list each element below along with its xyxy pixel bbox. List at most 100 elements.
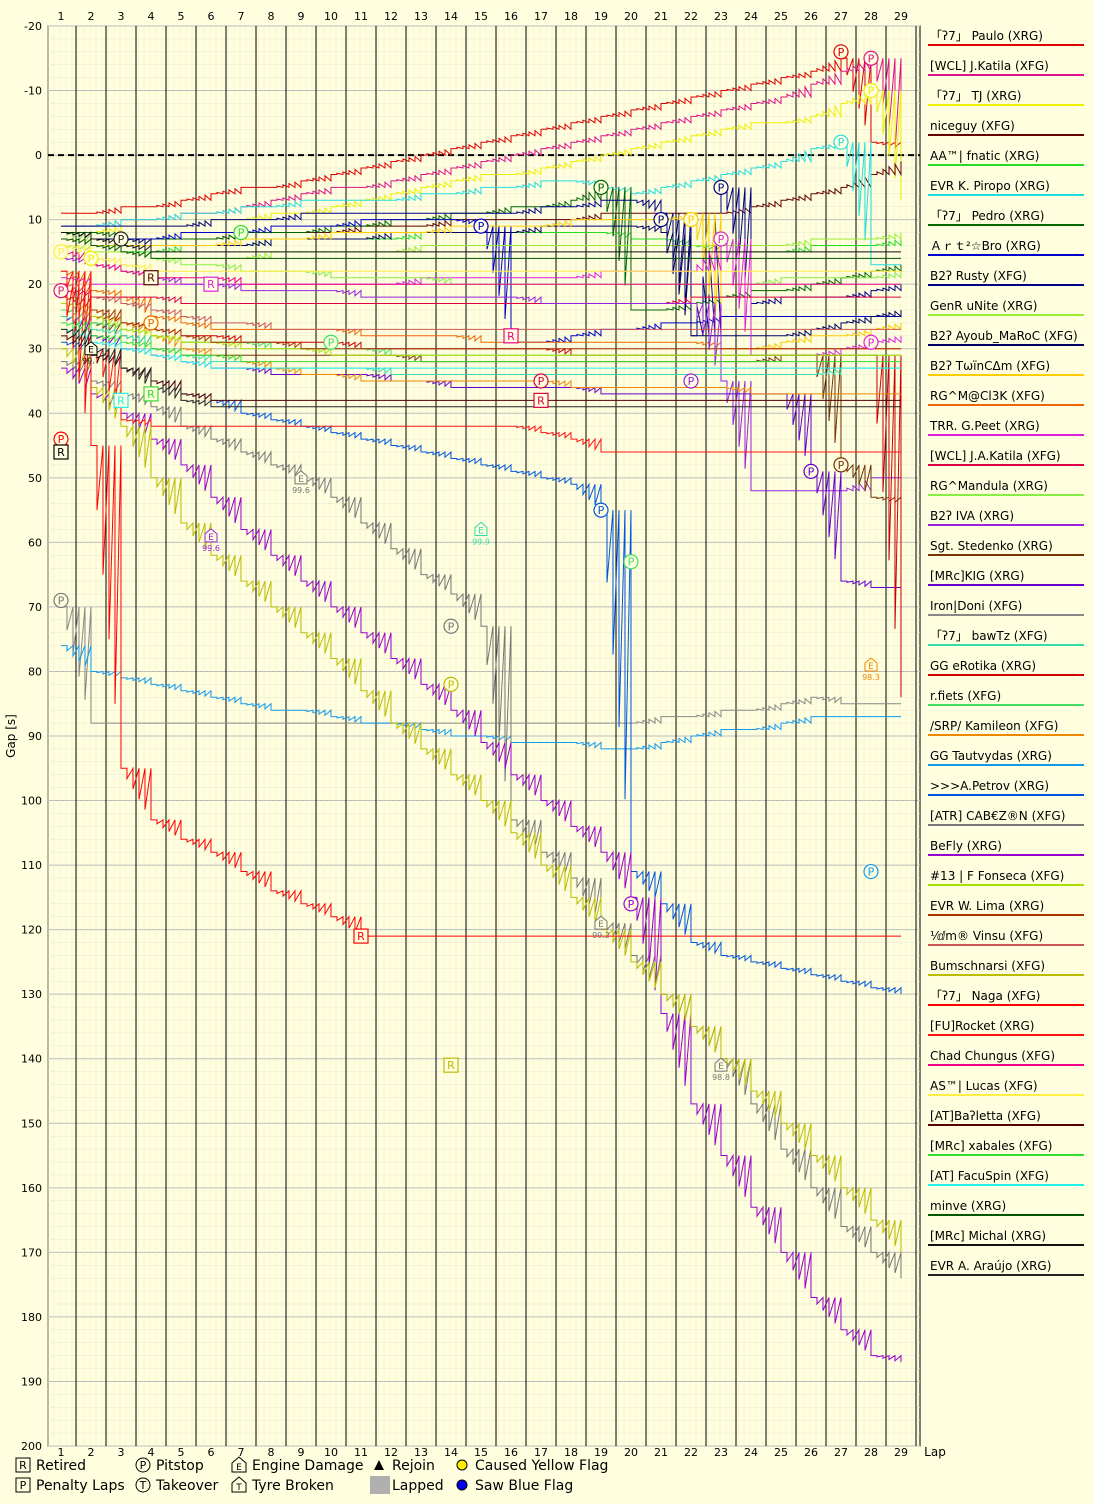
series-line-14 [60, 289, 901, 305]
retired-marker-label: R [117, 394, 125, 407]
legend-symbol-house [231, 1456, 247, 1473]
lap-tick-bottom: 25 [774, 1446, 788, 1459]
pitstop-marker-label: P [478, 220, 485, 233]
series-line-23 [60, 295, 901, 395]
pitstop-marker [833, 44, 849, 60]
pitstop-marker [323, 334, 339, 350]
lap-tick-bottom: 16 [504, 1446, 518, 1459]
engine-damage-marker [864, 657, 878, 672]
legend-entry-name: [ATR] CAB€Z®N (XFG) [930, 809, 1065, 823]
legend-entry-name: EVR A. Araújo (XRG) [930, 1259, 1051, 1273]
legend-label: Penalty Laps [36, 1478, 125, 1494]
lap-tick-top: 27 [834, 10, 848, 23]
retired-marker-label: R [147, 388, 155, 401]
lap-tick-top: 12 [384, 10, 398, 23]
engine-damage-marker [294, 470, 308, 485]
lap-tick-top: 28 [864, 10, 878, 23]
pitstop-marker [443, 618, 459, 634]
legend-entry-name: [AT]Baʔletta (XFG) [930, 1109, 1041, 1123]
legend-symbol-lapped [370, 1476, 390, 1494]
engine-damage-marker-label: E [718, 1062, 724, 1072]
x-axis-label: Lap [924, 1445, 946, 1459]
retired-marker [203, 276, 219, 292]
pitstop-marker-label: P [58, 594, 65, 607]
y-tick-label: 190 [21, 1375, 42, 1388]
lap-tick-bottom: 23 [714, 1446, 728, 1459]
pitstop-marker [533, 373, 549, 389]
lap-tick-bottom: 1 [58, 1446, 65, 1459]
pitstop-marker [233, 224, 249, 241]
pitstop-marker [443, 676, 459, 692]
pitstop-marker [683, 373, 699, 389]
legend-label: Tyre Broken [251, 1478, 334, 1494]
lap-tick-bottom: 11 [354, 1446, 368, 1459]
retired-marker-label: R [207, 278, 215, 291]
legend-entry-name: Sgt. Stedenko (XRG) [930, 539, 1053, 553]
legend-entry-name: B2ʔ Rusty (XFG) [930, 269, 1027, 283]
legend-entry-name: 「ʔ7」 TJ (XRG) [930, 89, 1021, 103]
lap-tick-bottom: 10 [324, 1446, 338, 1459]
lap-tick-top: 8 [268, 10, 275, 23]
legend-entry-name: 「ʔ7」 bawTz (XFG) [930, 629, 1048, 643]
lap-tick-bottom: 21 [654, 1446, 668, 1459]
pitstop-marker-label: P [718, 181, 725, 194]
lap-tick-top: 17 [534, 10, 548, 23]
legend-entry-name: Chad Chungus (XFG) [930, 1049, 1055, 1063]
pitstop-marker-label: P [598, 504, 605, 517]
y-tick-label: 140 [21, 1053, 42, 1066]
y-tick-label: 80 [28, 665, 42, 678]
legend-entry-name: >>>A.Petrov (XRG) [930, 779, 1049, 793]
pitstop-marker-label: P [838, 459, 845, 472]
legend-entry-name: [FU]Rocket (XRG) [930, 1019, 1034, 1033]
legend-entry-name: #13 | F Fonseca (XFG) [930, 869, 1064, 883]
lap-tick-bottom: 22 [684, 1446, 698, 1459]
pitstop-marker [53, 283, 69, 299]
pitstop-marker [863, 82, 879, 99]
series-line-34 [60, 250, 901, 285]
legend-entry-name: niceguy (XFG) [930, 119, 1015, 133]
series-line-39 [61, 237, 901, 259]
lap-tick-bottom: 27 [834, 1446, 848, 1459]
legend-label: Saw Blue Flag [475, 1478, 573, 1494]
pitstop-marker [713, 231, 729, 247]
engine-damage-marker [474, 521, 488, 536]
pitstop-marker [593, 502, 609, 518]
retired-marker-label: R [57, 446, 65, 459]
lap-tick-bottom: 13 [414, 1446, 428, 1459]
legend-entry-name: minve (XRG) [930, 1199, 1006, 1213]
legend-label: Takeover [155, 1478, 218, 1494]
pitstop-marker [863, 334, 879, 350]
legend-symbol-letter: E [236, 1463, 242, 1473]
lap-tick-top: 25 [774, 10, 788, 23]
y-tick-label: 110 [21, 859, 42, 872]
pitstop-marker [53, 244, 69, 260]
series-line-33 [60, 270, 901, 453]
series-line-19 [60, 606, 901, 725]
legend-label: Pitstop [156, 1458, 204, 1474]
legend-entry-name: r.fiets (XFG) [930, 689, 1001, 703]
retired-marker [143, 270, 159, 286]
legend-symbol-box [15, 1477, 31, 1493]
lap-tick-top: 15 [474, 10, 488, 23]
y-tick-label: 120 [21, 924, 42, 937]
pitstop-marker-label: P [688, 214, 695, 227]
lap-tick-bottom: 19 [594, 1446, 608, 1459]
lap-tick-top: 2 [88, 10, 95, 23]
lap-tick-top: 16 [504, 10, 518, 23]
pitstop-marker-label: P [628, 556, 635, 569]
pitstop-marker-label: P [238, 227, 245, 240]
legend-entry-name: 「ʔ7」 Paulo (XRG) [930, 29, 1043, 43]
engine-damage-value: 99.7 [82, 357, 100, 366]
series-line-37 [60, 321, 901, 363]
lap-tick-bottom: 15 [474, 1446, 488, 1459]
legend-symbol-house [231, 1476, 247, 1493]
legend-symbol-letter: R [19, 1459, 27, 1472]
lap-tick-top: 9 [298, 10, 305, 23]
pitstop-marker [623, 554, 639, 570]
pitstop-marker-label: P [328, 336, 335, 349]
legend-entry-name: TRR. G.Peet (XRG) [929, 419, 1040, 433]
legend-entry-name: AA™| fnatic (XRG) [930, 149, 1039, 163]
lap-tick-bottom: 14 [444, 1446, 458, 1459]
retired-marker-label: R [507, 330, 515, 343]
